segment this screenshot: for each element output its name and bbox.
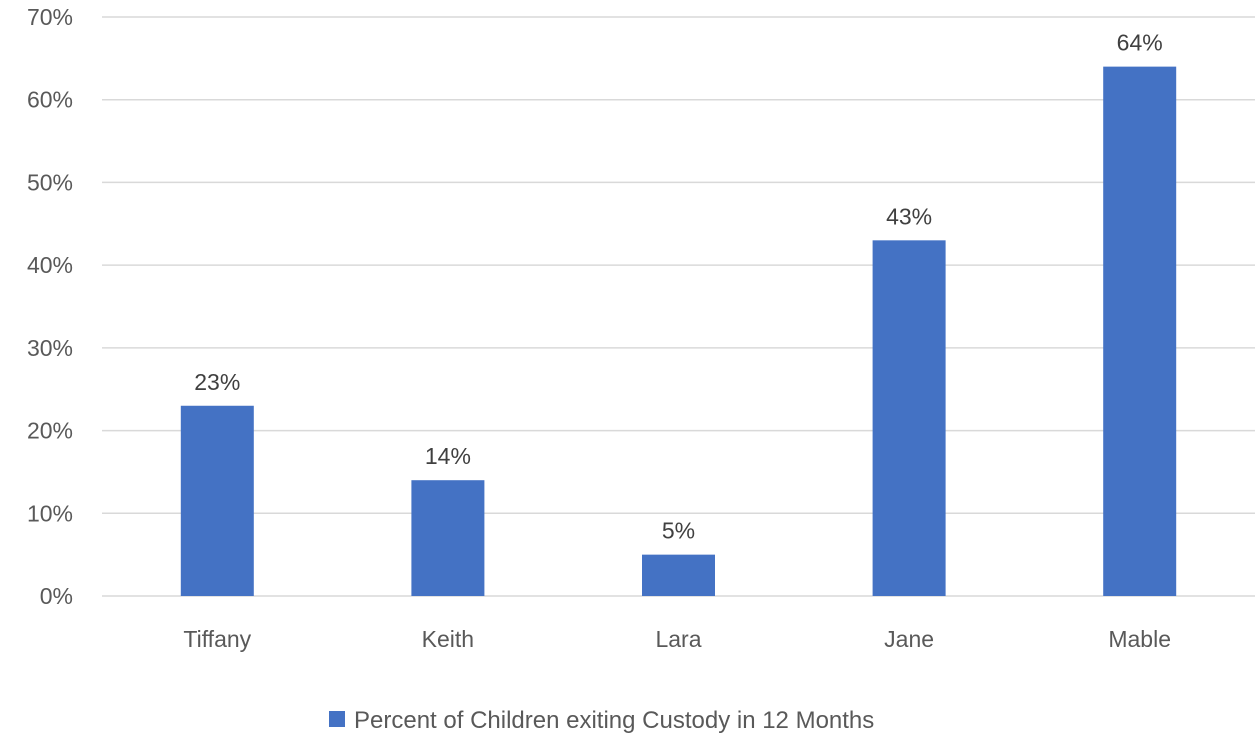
y-tick-label: 10% xyxy=(27,500,73,526)
bar-keith xyxy=(411,480,485,596)
data-label-lara: 5% xyxy=(662,518,695,544)
category-label-mable: Mable xyxy=(1108,626,1171,652)
y-tick-label: 60% xyxy=(27,87,73,113)
bar-jane xyxy=(872,240,946,597)
gridlines xyxy=(102,16,1255,597)
y-axis-ticks: 0% 10% 20% 30% 40% 50% 60% 70% xyxy=(27,4,73,609)
data-label-mable: 64% xyxy=(1117,30,1163,56)
category-label-jane: Jane xyxy=(884,626,934,652)
legend-label: Percent of Children exiting Custody in 1… xyxy=(354,707,874,733)
data-labels: 23% 14% 5% 43% 64% xyxy=(194,30,1162,544)
data-label-tiffany: 23% xyxy=(194,369,240,395)
y-tick-label: 70% xyxy=(27,4,73,30)
data-label-jane: 43% xyxy=(886,203,932,229)
y-tick-label: 40% xyxy=(27,252,73,278)
x-axis-categories: Tiffany Keith Lara Jane Mable xyxy=(183,626,1171,652)
y-tick-label: 0% xyxy=(40,583,73,609)
legend: Percent of Children exiting Custody in 1… xyxy=(329,707,874,733)
y-tick-label: 30% xyxy=(27,335,73,361)
category-label-tiffany: Tiffany xyxy=(183,626,251,652)
y-tick-label: 20% xyxy=(27,418,73,444)
data-label-keith: 14% xyxy=(425,443,471,469)
y-tick-label: 50% xyxy=(27,169,73,195)
category-label-keith: Keith xyxy=(422,626,474,652)
bar-mable xyxy=(1103,66,1177,597)
legend-swatch xyxy=(329,711,345,727)
bar-lara xyxy=(642,554,715,596)
bars xyxy=(180,66,1177,597)
bar-tiffany xyxy=(180,405,254,596)
category-label-lara: Lara xyxy=(655,626,701,652)
